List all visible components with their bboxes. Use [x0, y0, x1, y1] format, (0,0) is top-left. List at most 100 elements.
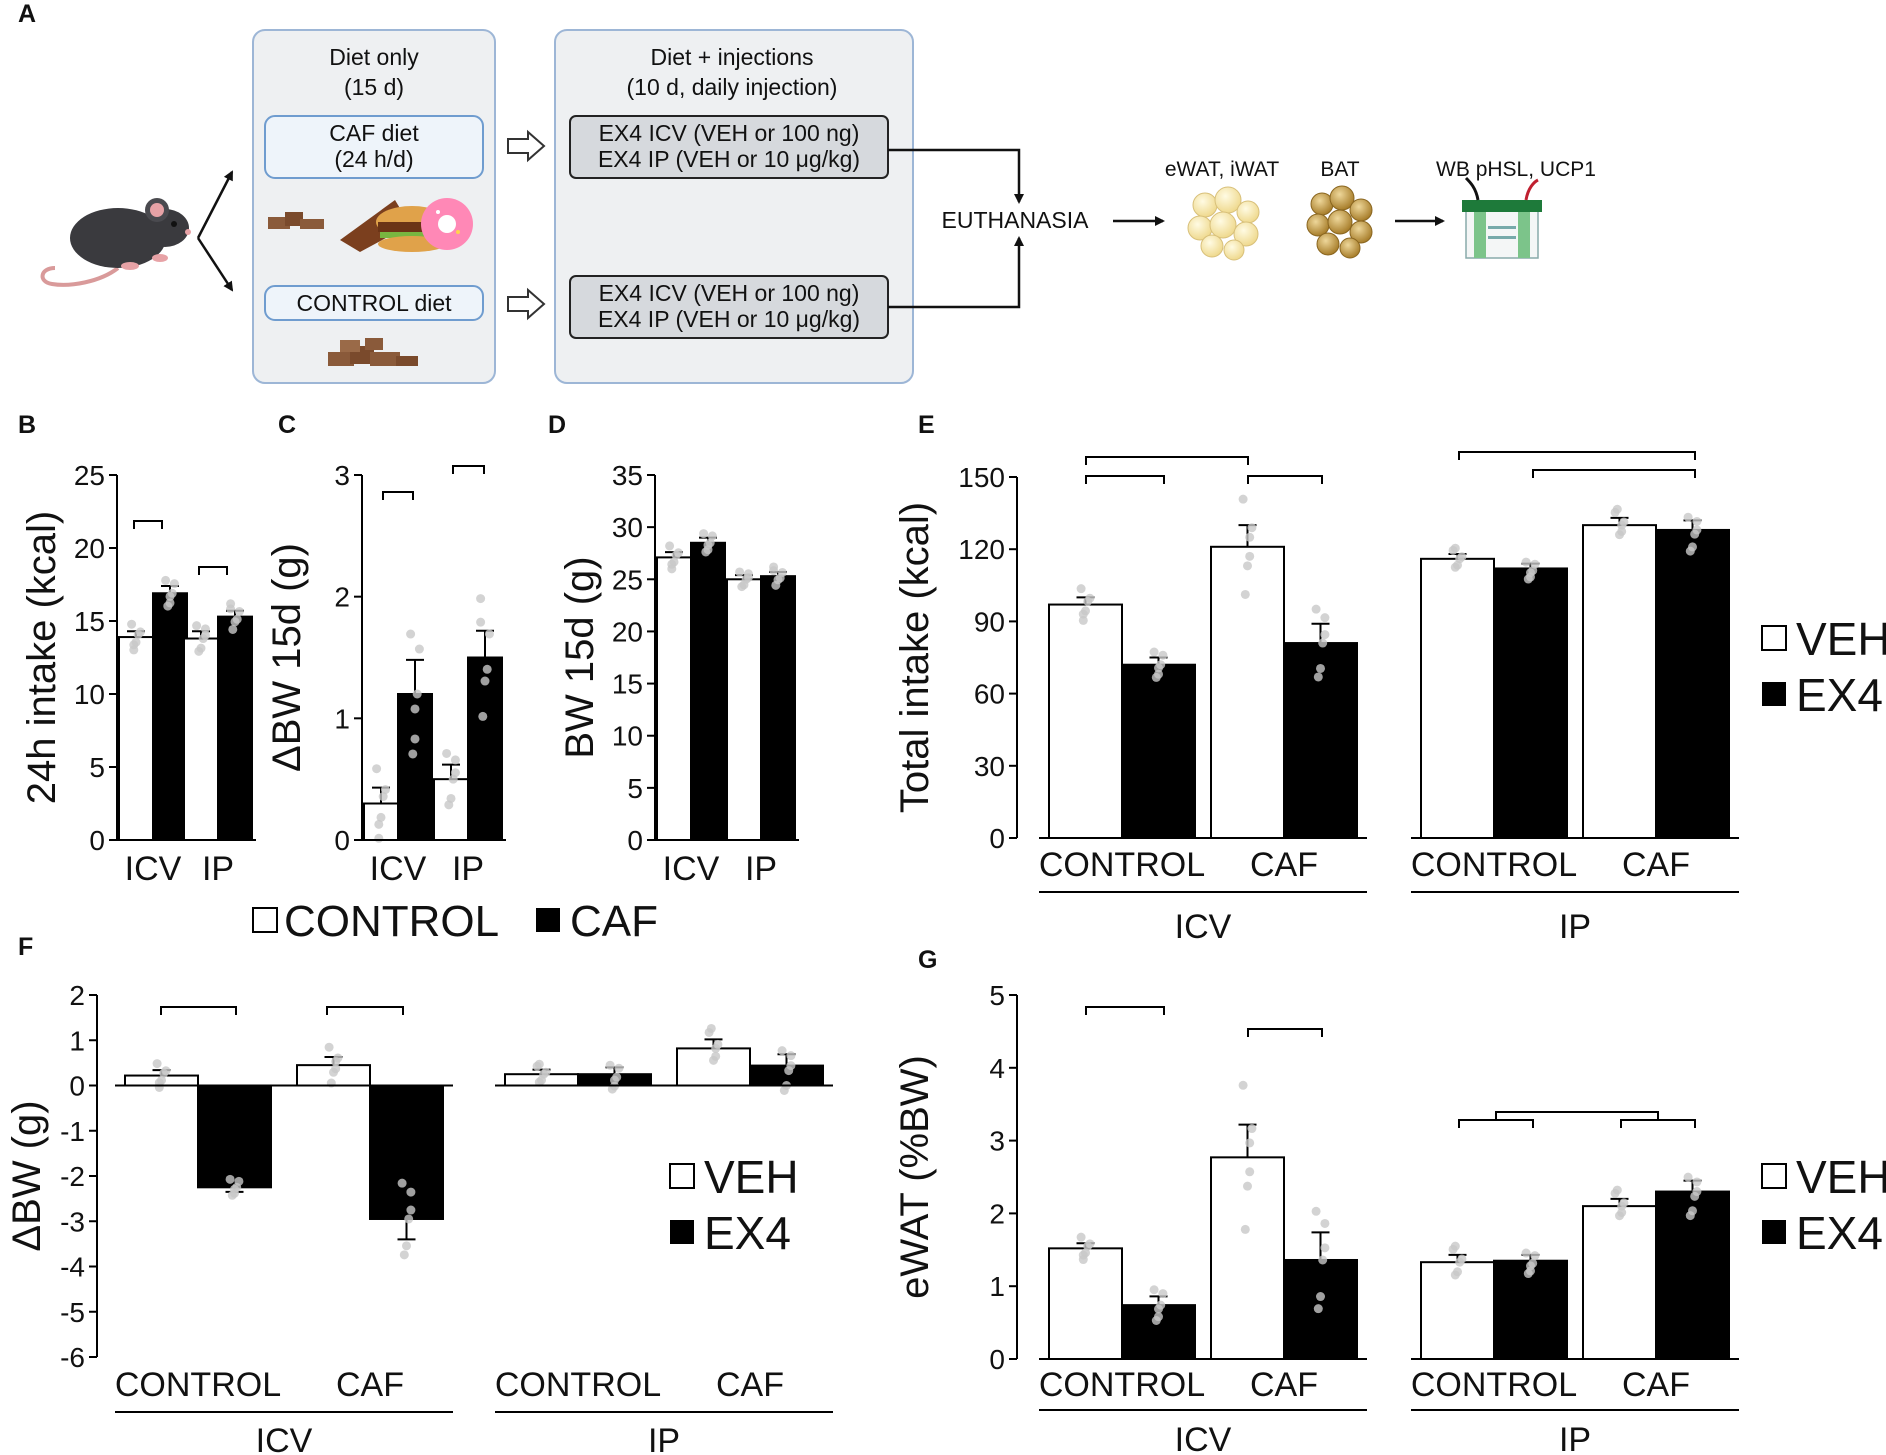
- data-point: [399, 1250, 409, 1260]
- significance-bracket: [1085, 456, 1249, 465]
- data-point: [1311, 1206, 1321, 1216]
- data-point: [192, 621, 202, 631]
- data-point: [1154, 1312, 1163, 1322]
- tissue-bat-label: BAT: [1320, 158, 1359, 181]
- panel-label-g: G: [918, 946, 937, 974]
- data-point: [777, 1046, 787, 1056]
- data-point: [711, 1051, 721, 1061]
- panel-label-a: A: [18, 0, 36, 28]
- data-point: [1245, 1167, 1255, 1177]
- data-point: [1619, 517, 1629, 527]
- y-tick-label: 30: [612, 512, 643, 543]
- y-tick-label: 3: [334, 460, 350, 491]
- data-point: [406, 629, 416, 639]
- y-tick-label: 0: [89, 825, 105, 856]
- significance-bracket: [452, 465, 485, 474]
- y-tick-label: 10: [612, 721, 643, 752]
- data-point: [372, 764, 382, 774]
- data-point: [324, 1042, 334, 1052]
- bar: [467, 656, 503, 841]
- y-tick-label: -6: [60, 1342, 85, 1373]
- significance-bracket: [1247, 1028, 1323, 1037]
- data-point: [605, 1060, 615, 1070]
- data-point: [232, 614, 242, 624]
- data-point: [1243, 561, 1252, 571]
- data-point: [1320, 613, 1330, 623]
- y-tick-label: 15: [612, 669, 643, 700]
- data-point: [135, 627, 145, 637]
- bar: [183, 637, 219, 842]
- control-injection-line-1: EX4 ICV (VEH or 100 ng): [599, 280, 860, 306]
- y-tick-label: 20: [612, 616, 643, 647]
- data-point: [699, 529, 709, 539]
- x-category-label: CONTROL: [115, 1366, 281, 1404]
- x-category-label: CONTROL: [1411, 846, 1577, 884]
- data-point: [129, 645, 139, 655]
- significance-bracket: [133, 520, 163, 529]
- data-point: [1453, 560, 1462, 570]
- data-point: [743, 572, 753, 582]
- y-tick-label: -1: [60, 1116, 85, 1147]
- data-point: [450, 768, 460, 778]
- legend-ex4-swatch: [1762, 682, 1786, 706]
- data-point: [1683, 512, 1693, 522]
- data-point: [161, 1066, 171, 1076]
- tissue-wat-label: eWAT, iWAT: [1165, 158, 1279, 181]
- data-point: [127, 619, 137, 629]
- brown-adipose-icon: [1306, 185, 1373, 259]
- data-point: [713, 1039, 723, 1049]
- y-tick-label: 5: [989, 980, 1005, 1011]
- x-group-label: IP: [1559, 1421, 1591, 1455]
- legend-treatment-e: VEH EX4: [1761, 613, 1886, 721]
- schematic: A Diet only (15 d) CAF diet (24 h/d): [18, 0, 1596, 384]
- bar: [1582, 524, 1657, 840]
- x-category-label: ICV: [663, 850, 720, 888]
- chart-d: 0 5 10 15 20 25 30 35 BW 15d (g) ICV IP: [558, 460, 799, 888]
- chow-icon: [328, 338, 418, 366]
- data-point: [1149, 647, 1159, 657]
- legend-veh-swatch: [1761, 625, 1787, 651]
- y-axis-label: ΔBW (g): [5, 1100, 49, 1251]
- data-point: [408, 749, 418, 759]
- injections-title: Diet + injections: [651, 44, 814, 70]
- euthanasia-label: EUTHANASIA: [942, 207, 1090, 233]
- x-category-label: IP: [202, 850, 234, 888]
- x-category-label: CONTROL: [1411, 1366, 1577, 1404]
- data-point: [1247, 523, 1257, 533]
- data-point: [1313, 672, 1323, 682]
- significance-bracket: [1458, 1119, 1534, 1128]
- y-tick-label: 30: [974, 751, 1005, 782]
- x-category-label: CONTROL: [1039, 846, 1205, 884]
- y-tick-label: 0: [334, 825, 350, 856]
- control-injection-line-2: EX4 IP (VEH or 10 μg/kg): [598, 306, 860, 332]
- data-point: [333, 1053, 343, 1063]
- data-point: [1453, 1267, 1462, 1277]
- data-point: [1612, 1185, 1622, 1195]
- data-point: [1320, 1243, 1330, 1253]
- bar: [433, 778, 469, 842]
- data-point: [1156, 660, 1166, 670]
- data-point: [1156, 1300, 1166, 1310]
- bar: [1582, 1205, 1657, 1360]
- x-category-label: CONTROL: [495, 1366, 661, 1404]
- panel-label-e: E: [918, 411, 935, 439]
- data-point: [1318, 1255, 1328, 1265]
- data-point: [1318, 638, 1328, 648]
- data-point: [1240, 1224, 1250, 1234]
- panel-label-c: C: [278, 411, 296, 439]
- x-category-label: CONTROL: [1039, 1366, 1205, 1404]
- data-point: [478, 711, 488, 721]
- data-point: [1158, 1289, 1168, 1299]
- legend-veh-swatch: [1761, 1163, 1787, 1189]
- data-point: [1149, 1285, 1159, 1295]
- data-point: [167, 588, 177, 598]
- data-point: [480, 676, 490, 686]
- y-tick-label: 120: [958, 534, 1005, 565]
- y-tick-label: -2: [60, 1161, 85, 1192]
- data-point: [331, 1064, 341, 1074]
- y-tick-label: 20: [74, 533, 105, 564]
- x-category-label: ICV: [125, 850, 182, 888]
- y-tick-label: 3: [989, 1126, 1005, 1157]
- legend-ex4-swatch: [670, 1220, 694, 1244]
- caf-diet-box: [264, 115, 484, 179]
